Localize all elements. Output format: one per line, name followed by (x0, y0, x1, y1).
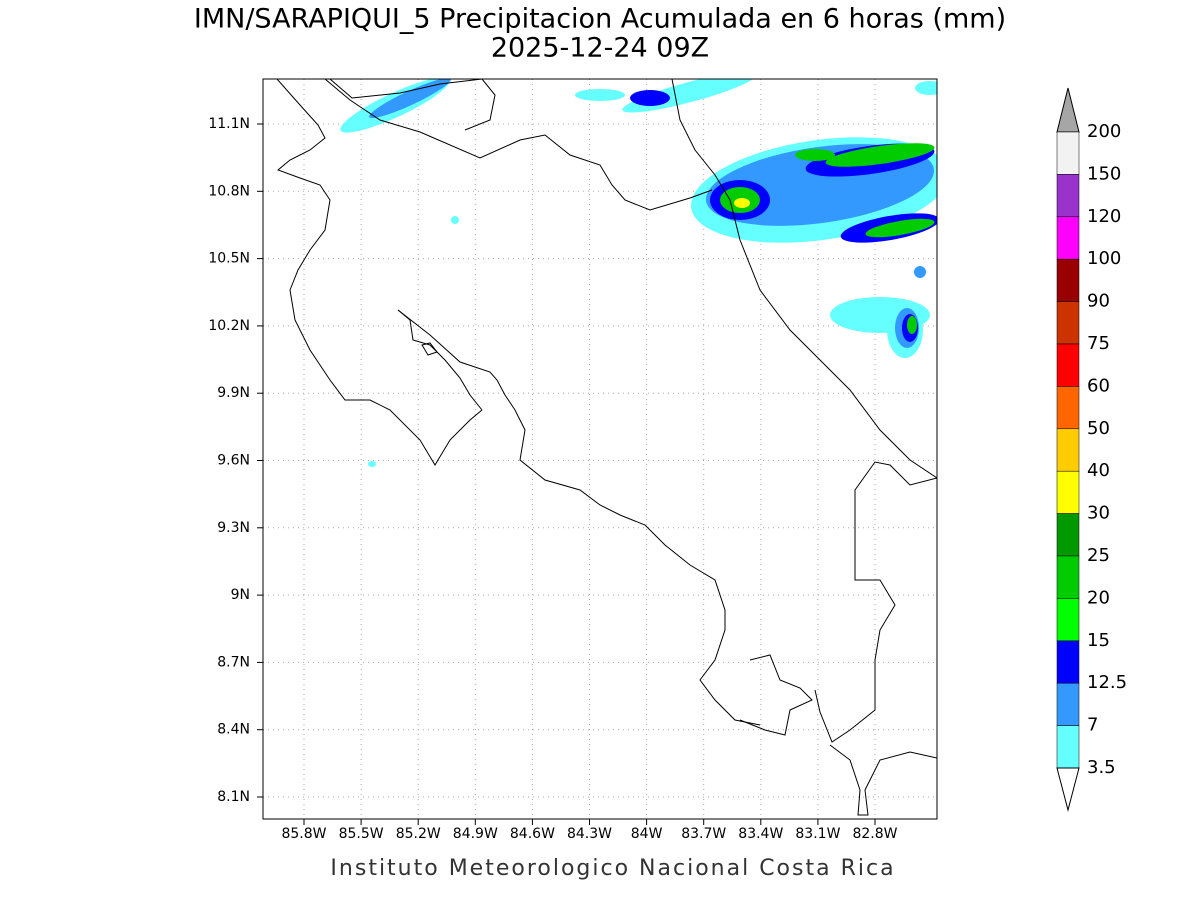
colorbar-label: 150 (1087, 163, 1121, 184)
colorbar-label: 7 (1087, 715, 1098, 736)
lon-label: 85.8W (281, 826, 326, 842)
lat-label: 9.6N (217, 453, 250, 469)
lon-label: 84.6W (510, 826, 555, 842)
colorbar-label: 90 (1087, 291, 1110, 312)
colorbar-segment (1056, 386, 1080, 430)
lat-label: 9.3N (217, 520, 250, 536)
colorbar-label: 12.5 (1087, 672, 1127, 693)
colorbar-segment (1056, 216, 1080, 260)
grid (257, 79, 937, 825)
colorbar-label: 200 (1087, 121, 1121, 142)
subtitle: 2025-12-24 09Z (491, 33, 709, 64)
colorbar-label: 50 (1087, 418, 1110, 439)
colorbar-segment (1056, 470, 1080, 514)
colorbar-label: 75 (1087, 333, 1110, 354)
colorbar-label: 25 (1087, 545, 1110, 566)
lat-label: 9.9N (217, 385, 250, 401)
lat-label: 10.8N (208, 183, 250, 199)
lat-label: 8.7N (217, 654, 250, 670)
colorbar-arrow (1056, 767, 1080, 812)
lat-label: 8.4N (217, 722, 250, 738)
footer: Instituto Meteorologico Nacional Costa R… (330, 856, 895, 881)
colorbar-label: 100 (1087, 248, 1121, 269)
lat-label: 11.1N (208, 116, 250, 132)
colorbar-segment (1056, 343, 1080, 387)
lon-label: 84.3W (567, 826, 612, 842)
lat-label: 8.1N (217, 789, 250, 805)
colorbar-segment (1056, 131, 1080, 175)
lon-label: 85.5W (339, 826, 384, 842)
lat-label: 10.5N (208, 251, 250, 267)
lon-label: 83.1W (795, 826, 840, 842)
colorbar-segment (1056, 428, 1080, 472)
precipitation (340, 79, 937, 467)
colorbar-segment (1056, 682, 1080, 726)
colorbar-label: 3.5 (1087, 757, 1116, 778)
colorbar-segment (1056, 513, 1080, 557)
colorbar-label: 40 (1087, 460, 1110, 481)
lat-label: 9N (231, 587, 250, 603)
colorbar-arrow (1056, 87, 1080, 133)
colorbar-segment (1056, 640, 1080, 684)
coastlines (276, 79, 937, 816)
title: IMN/SARAPIQUI_5 Precipitacion Acumulada … (194, 4, 1006, 35)
colorbar-label: 120 (1087, 206, 1121, 227)
colorbar-segment (1056, 725, 1080, 769)
colorbar-segment (1056, 555, 1080, 599)
lon-label: 85.2W (396, 826, 441, 842)
colorbar-segment (1056, 258, 1080, 302)
lon-label: 84.9W (453, 826, 498, 842)
colorbar: 200 150 120 100 90 75 60 50 40 30 25 20 15 12.5 7 3.5 (1056, 87, 1127, 812)
colorbar-label: 15 (1087, 630, 1110, 651)
lon-label: 84W (631, 826, 663, 842)
map-frame (262, 78, 938, 820)
colorbar-label: 60 (1087, 375, 1110, 396)
colorbar-segment (1056, 598, 1080, 642)
colorbar-segment (1056, 301, 1080, 345)
lon-label: 83.7W (681, 826, 726, 842)
lon-label: 83.4W (738, 826, 783, 842)
lon-label: 82.8W (852, 826, 897, 842)
colorbar-segment (1056, 174, 1080, 218)
colorbar-label: 30 (1087, 503, 1110, 524)
lat-label: 10.2N (208, 318, 250, 334)
colorbar-label: 20 (1087, 587, 1110, 608)
